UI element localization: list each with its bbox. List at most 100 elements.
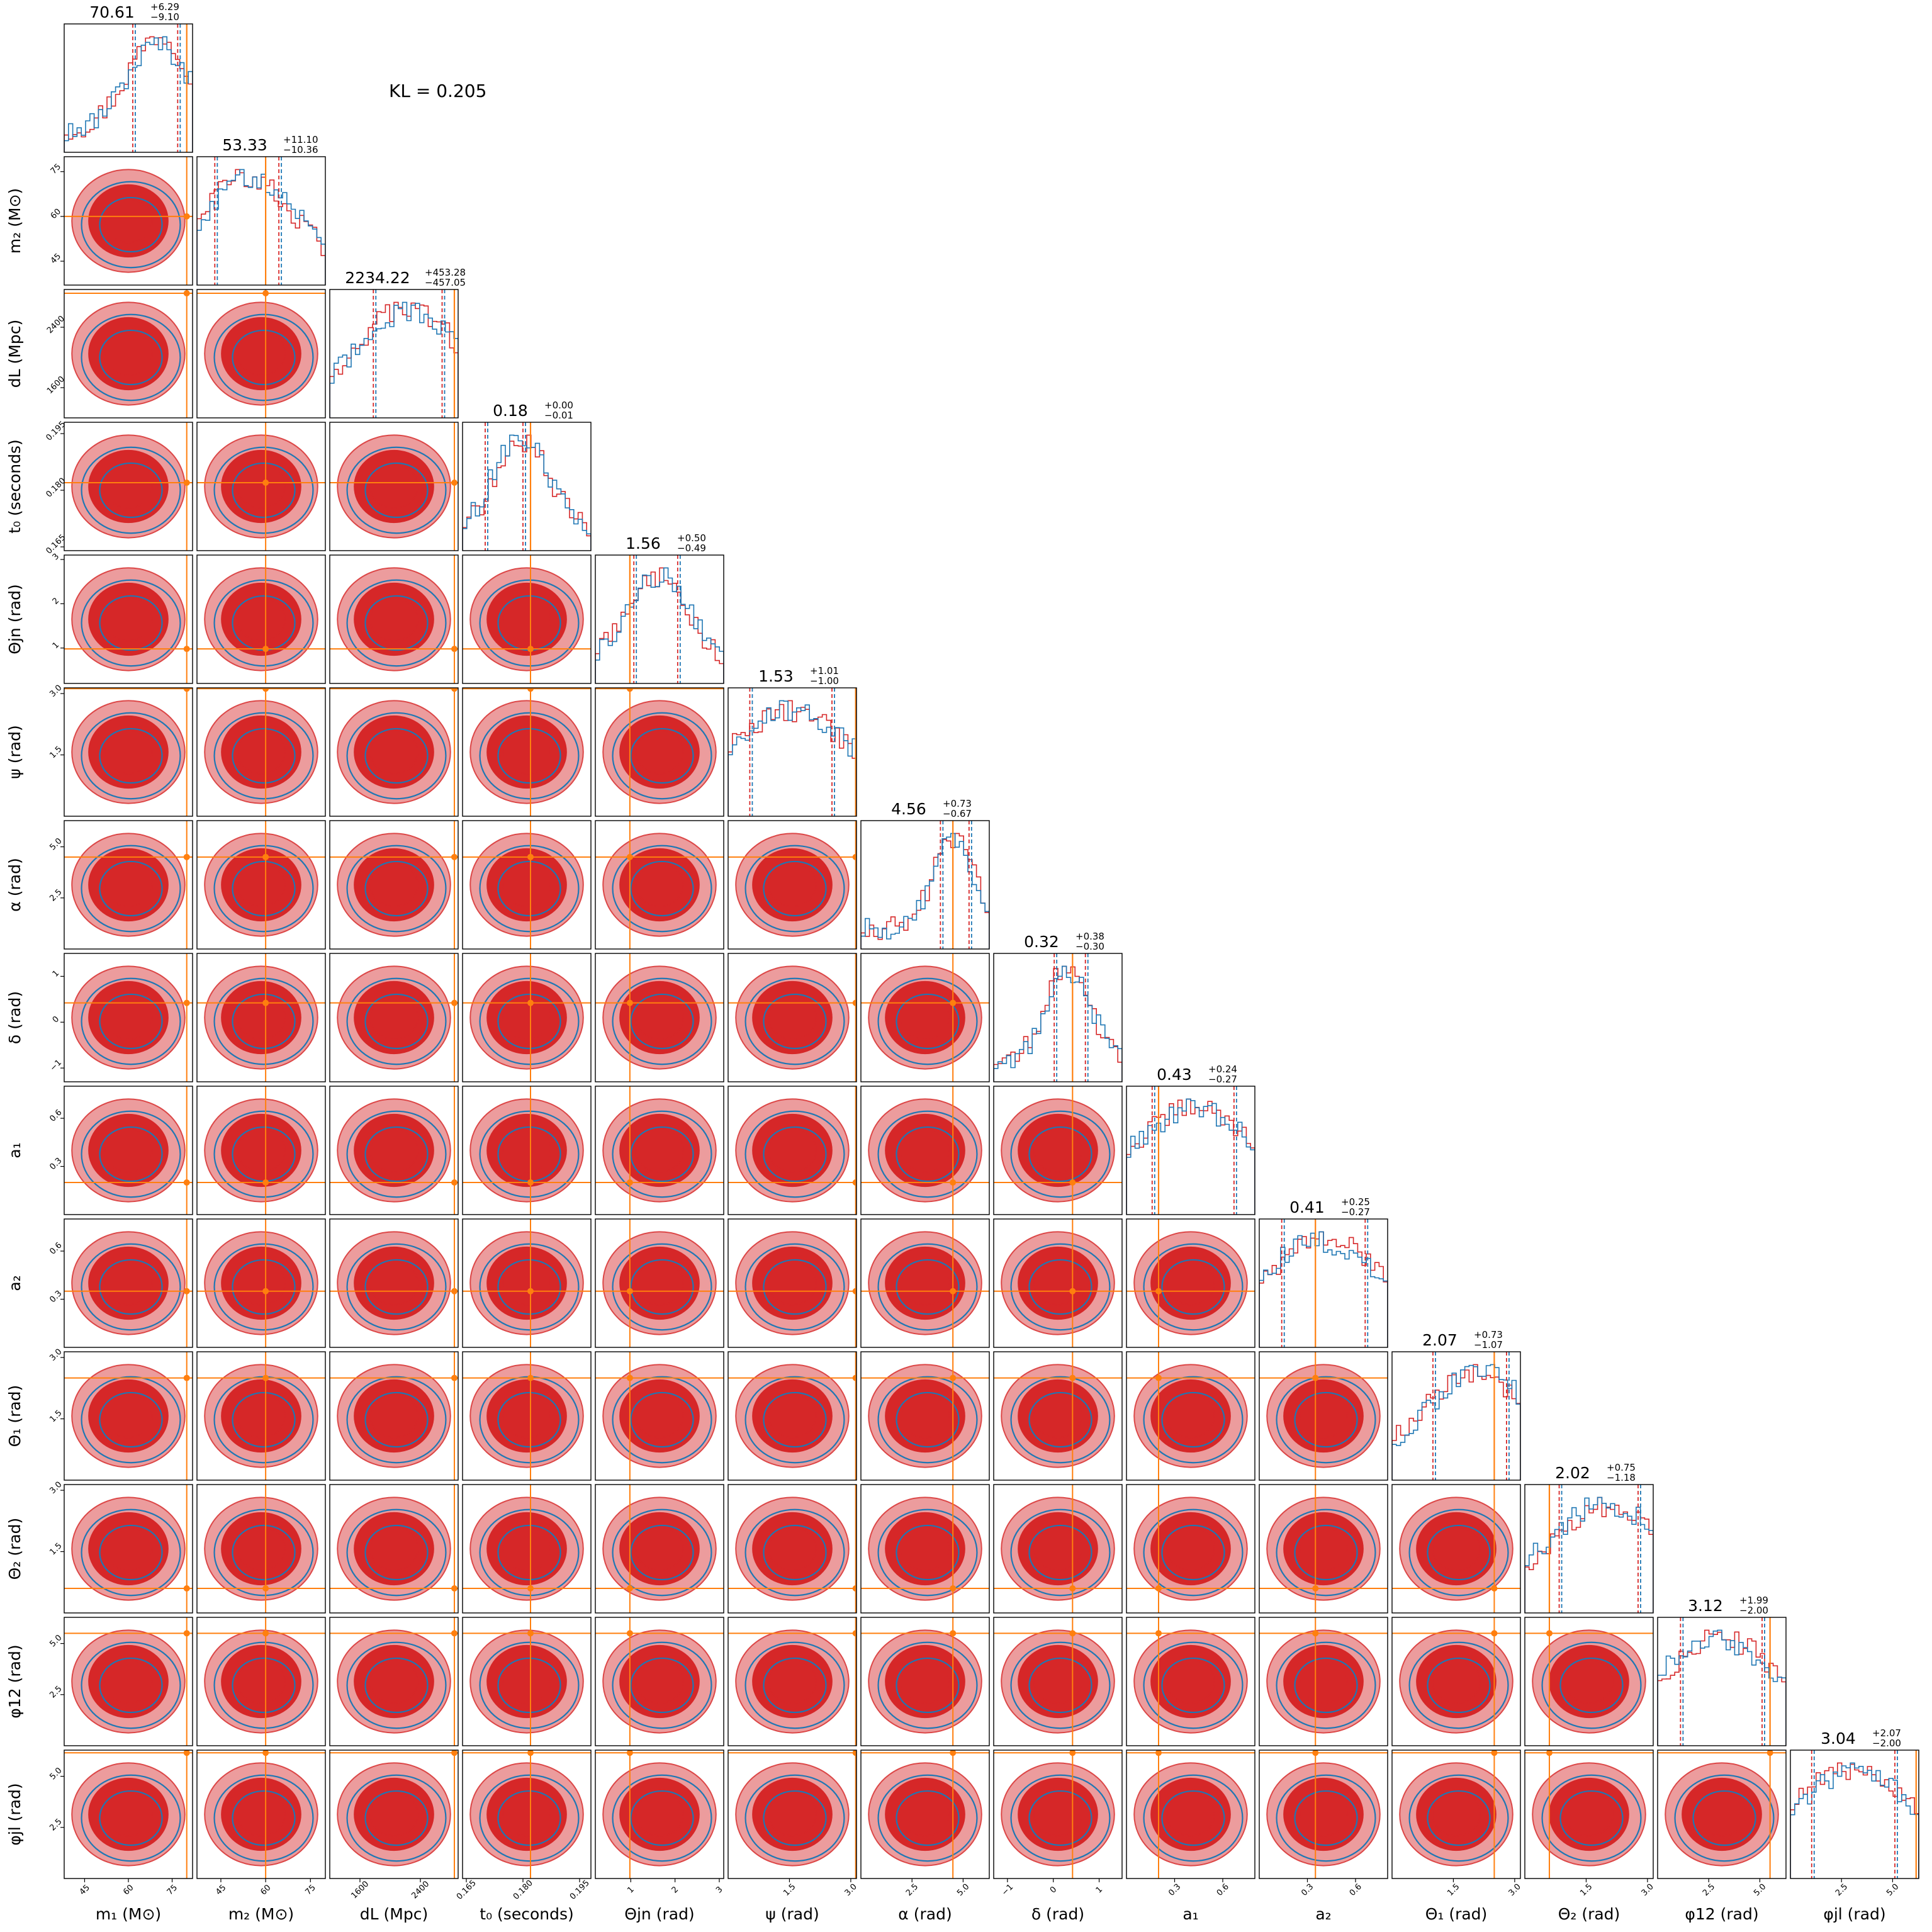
- x-axis-label: α (rad): [898, 1905, 952, 1923]
- contour-panel: 2.5 5.0: [48, 820, 193, 950]
- contour-line-series-b: [479, 1774, 580, 1862]
- panel-frame: [1259, 1617, 1388, 1746]
- truth-marker: [950, 1630, 957, 1637]
- contour-panel: [595, 1484, 724, 1614]
- panel-title-upper: +0.24: [1208, 1064, 1237, 1075]
- contour-line-series-b: [763, 860, 827, 917]
- contour-line-series-b: [364, 595, 429, 651]
- panel-frame: [329, 422, 459, 551]
- contour-panel: 1600 2400: [45, 289, 193, 418]
- panel-frame: [595, 554, 724, 684]
- contour-line-series-b: [1294, 1524, 1358, 1581]
- x-tick-label: 2.5: [1834, 1882, 1850, 1898]
- contour-line-series-b: [213, 1110, 314, 1198]
- contour-line-series-b: [1143, 1774, 1244, 1862]
- x-tick-label: 2.5: [1701, 1882, 1717, 1898]
- contour-line-series-b: [763, 993, 827, 1050]
- y-axis-label: α (rad): [6, 858, 24, 911]
- truth-marker: [527, 1374, 534, 1381]
- truth-marker: [852, 853, 856, 860]
- truth-marker: [1546, 1630, 1553, 1637]
- panel-frame: [1259, 1218, 1388, 1348]
- contour-line-series-b: [1143, 1243, 1244, 1331]
- y-tick-label: 2.5: [48, 1684, 64, 1700]
- panel-frame: [462, 1351, 592, 1481]
- y-tick-label: 1600: [45, 374, 67, 396]
- x-tick-label: 75: [166, 1883, 179, 1897]
- contour-line-series-b: [497, 1790, 561, 1846]
- x-axis-label: φjl (rad): [1823, 1905, 1885, 1923]
- truth-marker: [451, 688, 458, 692]
- contour-level: [768, 995, 817, 1040]
- contour-panel: 1.5 3.0: [48, 1480, 193, 1614]
- contour-line-series-b: [81, 712, 181, 800]
- panel-frame: [64, 23, 193, 153]
- y-tick-label: 0.3: [48, 1289, 64, 1305]
- contour-line-series-b: [763, 1790, 827, 1846]
- contour-line-series-b: [346, 1774, 447, 1862]
- histogram-series-a: [1525, 1497, 1653, 1613]
- contour-line-series-b: [1161, 1391, 1225, 1448]
- contour-line-series-b: [744, 1774, 845, 1862]
- contour-level: [768, 1526, 817, 1571]
- contour-line-series-b: [744, 1641, 845, 1729]
- contour-panel: [329, 687, 459, 817]
- panel-title-lower: −2.00: [1872, 1738, 1901, 1749]
- truth-marker: [1312, 1750, 1319, 1756]
- y-tick-label: 1.5: [48, 744, 64, 760]
- contour-level: [1033, 1261, 1082, 1306]
- contour-level: [1166, 1261, 1215, 1306]
- truth-marker: [1546, 1750, 1553, 1756]
- contour-line-series-b: [1294, 1657, 1358, 1714]
- contour-panel: [595, 820, 724, 950]
- truth-marker: [183, 688, 190, 692]
- panel-frame: [1126, 1617, 1255, 1746]
- histogram-panel: 4.56 +0.73−0.67: [860, 798, 990, 950]
- contour-line-series-b: [1427, 1657, 1491, 1714]
- contour-line-series-b: [81, 579, 181, 667]
- contour-level: [369, 1393, 418, 1439]
- contour-panel: 0.3 0.6: [48, 1086, 193, 1215]
- panel-frame: [462, 422, 592, 551]
- contour-line-series-b: [346, 845, 447, 933]
- contour-panel: [462, 554, 592, 684]
- contour-line-series-b: [232, 1259, 296, 1315]
- contour-level: [237, 729, 286, 775]
- contour-panel: [196, 422, 326, 551]
- truth-marker: [950, 1750, 957, 1756]
- contour-level: [1166, 1659, 1215, 1704]
- truth-marker: [1155, 1288, 1162, 1295]
- histogram-panel: 0.32 +0.38−0.30: [993, 931, 1123, 1082]
- truth-marker: [852, 1179, 856, 1186]
- panel-frame: [196, 422, 326, 551]
- x-tick-label: 2.5: [904, 1882, 920, 1898]
- contour-panel: 2.5 5.0: [860, 1749, 990, 1898]
- contour-level: [635, 729, 684, 775]
- histogram-panel: 0.41 +0.25−0.27: [1259, 1196, 1388, 1348]
- contour-line-series-b: [346, 1110, 447, 1198]
- y-tick-label: 2: [51, 596, 61, 606]
- contour-panel: [1391, 1617, 1521, 1746]
- panel-frame: [860, 1484, 990, 1614]
- contour-panel: 2.5 5.0 45 60 75: [48, 1749, 193, 1897]
- y-tick-label: 3.0: [48, 1480, 64, 1496]
- contour-line-series-b: [1028, 1391, 1092, 1448]
- y-tick-label: 3.0: [48, 683, 64, 699]
- contour-level: [104, 597, 153, 642]
- contour-line-series-b: [99, 1259, 163, 1315]
- contour-panel: [196, 953, 326, 1082]
- contour-level: [502, 862, 551, 907]
- contour-panel: [329, 1484, 459, 1614]
- y-tick-label: 0.3: [48, 1156, 64, 1172]
- x-tick-label: 1.5: [782, 1882, 797, 1898]
- contour-level: [502, 1261, 551, 1306]
- contour-level: [1033, 1393, 1082, 1439]
- truth-marker: [451, 646, 458, 653]
- y-tick-label: 45: [49, 252, 63, 266]
- truth-marker: [1155, 1630, 1162, 1637]
- contour-line-series-b: [896, 1259, 960, 1315]
- panel-frame: [595, 1351, 724, 1481]
- contour-panel: [1126, 1351, 1255, 1481]
- panel-title-upper: +2.07: [1872, 1727, 1901, 1739]
- contour-line-series-b: [497, 727, 561, 784]
